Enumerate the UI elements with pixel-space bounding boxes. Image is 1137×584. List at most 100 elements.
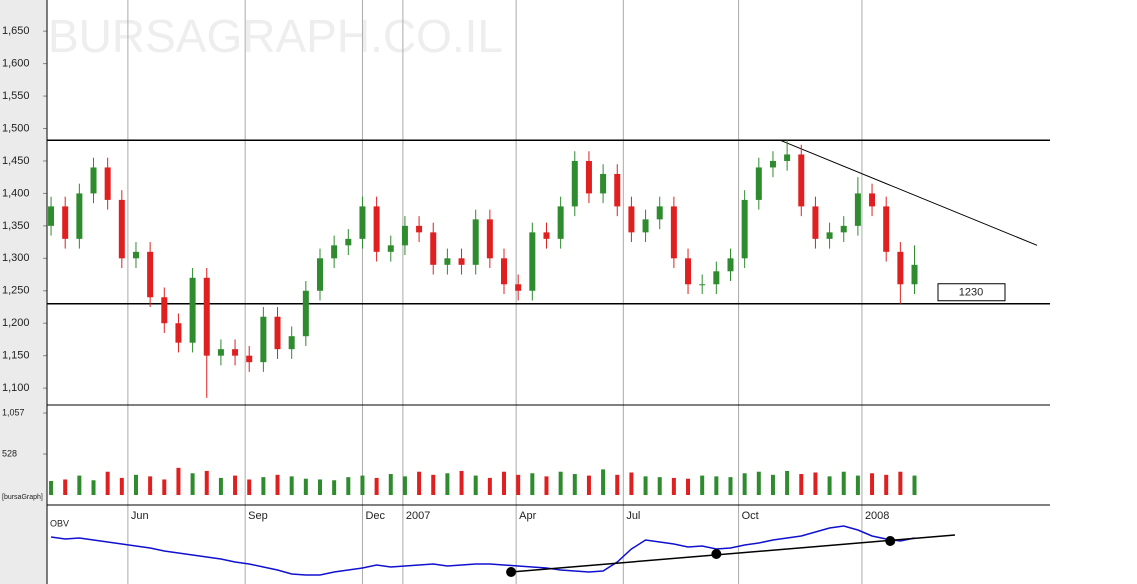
volume-bar: [855, 475, 860, 495]
volume-bar: [261, 477, 266, 495]
volume-bar: [487, 477, 492, 495]
candle-body: [529, 232, 536, 291]
candle-body: [147, 251, 154, 298]
x-tick-label: Jul: [626, 510, 640, 522]
y-tick-label: 528: [2, 448, 17, 458]
volume-bar: [516, 474, 521, 495]
x-tick-label: Sep: [248, 510, 268, 522]
volume-bar: [49, 481, 54, 495]
volume-bar: [615, 474, 620, 495]
candle-body: [260, 316, 267, 363]
obv-line: [50, 525, 915, 576]
candle-body: [854, 193, 861, 226]
trend-line: [779, 139, 1038, 246]
candle-body: [62, 206, 69, 239]
obv-touch-point: [885, 536, 896, 546]
volume-bar: [289, 476, 294, 495]
candle-body: [883, 206, 890, 252]
x-tick-label: 2007: [406, 510, 430, 522]
candle-body: [501, 258, 508, 285]
volume-bar: [657, 477, 662, 495]
candle-body: [798, 154, 805, 207]
candle-body: [713, 271, 720, 285]
candle-body: [175, 323, 182, 343]
volume-bar: [77, 475, 82, 495]
volume-bar: [148, 476, 153, 495]
volume-bar: [402, 476, 407, 495]
volume-bar: [841, 471, 846, 495]
candle-body: [387, 245, 394, 252]
volume-bar: [827, 476, 832, 495]
candle-body: [401, 225, 408, 246]
x-tick-label: Oct: [742, 510, 759, 522]
x-tick-label: Jun: [131, 510, 149, 522]
volume-bar: [317, 479, 322, 495]
candle-body: [557, 206, 564, 239]
candle-body: [585, 160, 592, 194]
candle-body: [76, 193, 83, 239]
candle-body: [699, 284, 706, 286]
candle-body: [897, 251, 904, 285]
volume-bar: [388, 474, 393, 495]
volume-bar: [119, 477, 124, 495]
candle-body: [48, 206, 55, 226]
candle-body: [642, 219, 649, 233]
candle-body: [614, 173, 621, 207]
volume-bar: [728, 477, 733, 495]
obv-label: OBV: [50, 518, 69, 528]
candle-body: [727, 258, 734, 272]
candle-body: [246, 355, 253, 363]
volume-bar: [176, 467, 181, 495]
volume-bar: [898, 471, 903, 495]
y-tick-label: 1,200: [2, 317, 30, 329]
candle-body: [161, 297, 168, 324]
volume-bar: [912, 475, 917, 495]
candle-body: [571, 160, 578, 207]
volume-bar: [63, 479, 68, 495]
candle-body: [331, 245, 338, 259]
y-tick-label: 1,500: [2, 122, 30, 134]
candle-body: [755, 167, 762, 200]
volume-bar: [870, 473, 875, 495]
candle-body: [869, 193, 876, 207]
y-tick-label: 1,350: [2, 220, 30, 232]
candle-body: [628, 206, 635, 233]
volume-bar: [601, 469, 606, 495]
support-label-box: [937, 283, 1006, 302]
candle-body: [486, 219, 493, 259]
candle-body: [359, 206, 366, 239]
volume-bar: [884, 474, 889, 495]
y-tick-label: 1,600: [2, 58, 30, 70]
volume-bar: [558, 471, 563, 495]
volume-bar: [204, 470, 209, 495]
volume-bar: [742, 473, 747, 495]
candle-body: [911, 264, 918, 285]
y-tick-label: 1,100: [2, 382, 30, 394]
candle-body: [784, 154, 791, 161]
candle-body: [444, 258, 451, 265]
volume-bar: [502, 471, 507, 495]
candle-body: [656, 206, 663, 220]
source-label: [bursaGraph]: [2, 494, 43, 501]
volume-bar: [233, 475, 238, 495]
candle-body: [769, 160, 776, 168]
y-tick-label: 1,057: [2, 407, 25, 417]
volume-bar: [572, 474, 577, 495]
x-tick-label: Dec: [365, 510, 385, 522]
candle-body: [274, 316, 281, 350]
volume-bar: [643, 476, 648, 495]
y-tick-label: 1,400: [2, 187, 30, 199]
candle-body: [670, 206, 677, 259]
obv-trend-line: [511, 534, 956, 573]
candle-body: [302, 290, 309, 337]
volume-bar: [360, 475, 365, 495]
volume-bar: [629, 472, 634, 495]
candle-body: [458, 258, 465, 265]
volume-bar: [162, 479, 167, 495]
candle-body: [90, 167, 97, 194]
candle-body: [132, 251, 139, 259]
candle-body: [373, 206, 380, 252]
candle-body: [189, 277, 196, 343]
candle-body: [118, 199, 125, 259]
